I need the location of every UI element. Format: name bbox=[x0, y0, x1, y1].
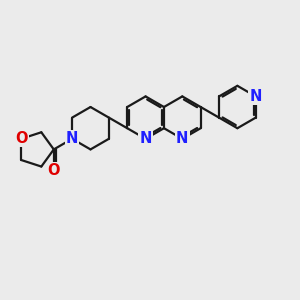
Text: N: N bbox=[250, 89, 262, 104]
Text: N: N bbox=[66, 131, 78, 146]
Text: N: N bbox=[176, 131, 188, 146]
Text: N: N bbox=[140, 131, 152, 146]
Text: O: O bbox=[15, 131, 27, 146]
Text: O: O bbox=[47, 163, 60, 178]
